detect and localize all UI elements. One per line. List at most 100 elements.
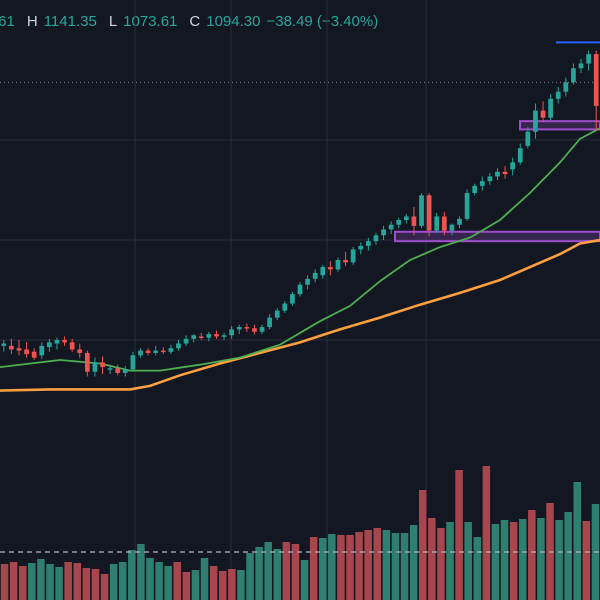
overlays	[0, 41, 600, 392]
candle	[411, 207, 417, 236]
candle	[586, 50, 591, 71]
candle-body	[221, 335, 227, 337]
close-label: C	[189, 13, 201, 30]
candle-body	[373, 235, 379, 242]
candle	[69, 338, 75, 352]
close-value: 1094.30	[206, 13, 261, 30]
candle	[290, 291, 295, 306]
candle-body	[525, 131, 531, 146]
candle-body	[16, 348, 22, 351]
candle	[191, 334, 197, 343]
candle	[350, 247, 356, 265]
candle-body	[267, 317, 272, 328]
candle	[153, 345, 159, 356]
candle-body	[259, 327, 265, 332]
volume-bar	[409, 525, 418, 600]
volume-bar	[228, 569, 236, 600]
candle	[1, 340, 7, 352]
volume-bar	[173, 562, 182, 600]
volume-bar	[73, 563, 82, 600]
candle-body	[107, 368, 113, 370]
candle-body	[457, 218, 462, 225]
candle	[366, 237, 371, 251]
volume-bar	[182, 572, 191, 600]
volume-bar	[164, 566, 172, 600]
volume-bar	[337, 535, 345, 600]
volume-bar	[100, 574, 109, 600]
candle-body	[191, 335, 197, 339]
candle-body	[39, 345, 45, 356]
candle-body	[533, 110, 538, 132]
volume-bar	[109, 564, 118, 600]
candle-body	[69, 342, 75, 350]
candle	[115, 364, 121, 376]
candle	[381, 225, 386, 240]
volume-bar	[473, 537, 482, 600]
volume-bar	[391, 533, 400, 600]
candle	[84, 350, 90, 377]
candle	[252, 324, 257, 335]
candle	[388, 221, 394, 235]
candle-body	[434, 216, 440, 231]
high-value: 1141.35	[43, 13, 97, 30]
candle	[578, 58, 584, 73]
candle	[457, 216, 462, 229]
volume-bar	[28, 563, 36, 600]
low-label: L	[108, 13, 118, 30]
candle	[525, 127, 531, 149]
volume-bar	[318, 538, 327, 600]
volume-bar	[346, 535, 354, 600]
volume-bar	[509, 522, 518, 600]
volume-bar	[282, 542, 291, 600]
candle	[517, 143, 523, 165]
candle	[198, 332, 204, 340]
candle-body	[403, 216, 409, 220]
volume-bar	[418, 490, 427, 600]
volume-bar	[291, 544, 300, 600]
candle	[259, 324, 265, 335]
candle-body	[320, 267, 326, 276]
change-value: −38.49 (−3.40%)	[266, 13, 379, 30]
volume-bar	[137, 544, 145, 600]
volume-bar	[46, 564, 54, 600]
volume-bar	[309, 537, 318, 600]
candle	[563, 77, 569, 97]
candle-body	[586, 54, 591, 64]
candle	[297, 282, 303, 297]
candle-body	[145, 350, 151, 353]
candle	[358, 242, 364, 255]
candle	[472, 183, 478, 196]
volume-bar	[582, 521, 591, 600]
volume-bar	[428, 518, 436, 600]
candle-body	[366, 241, 371, 246]
candle-body	[312, 272, 318, 279]
candle	[343, 251, 348, 266]
zone-box-0	[394, 230, 600, 243]
candle	[328, 261, 333, 276]
candle	[548, 94, 553, 120]
moving-average-short	[0, 127, 600, 372]
volume-bar	[437, 528, 445, 600]
candle	[229, 325, 234, 339]
candle-body	[548, 98, 553, 118]
candle	[9, 338, 14, 355]
volume-bar	[82, 568, 91, 600]
candle	[419, 192, 424, 229]
candle	[206, 331, 212, 342]
candle	[122, 365, 128, 377]
candle-body	[472, 185, 478, 193]
candle	[441, 211, 447, 236]
candle	[282, 301, 288, 313]
candle	[449, 223, 455, 236]
candle	[183, 335, 189, 346]
volume-bar	[400, 533, 409, 600]
candle	[77, 343, 83, 358]
candle	[16, 340, 22, 356]
candle	[593, 50, 599, 131]
candle	[145, 348, 151, 356]
candle-body	[47, 342, 52, 348]
volume-bar	[300, 560, 309, 600]
candle	[107, 364, 113, 375]
volume-bar	[500, 520, 509, 600]
